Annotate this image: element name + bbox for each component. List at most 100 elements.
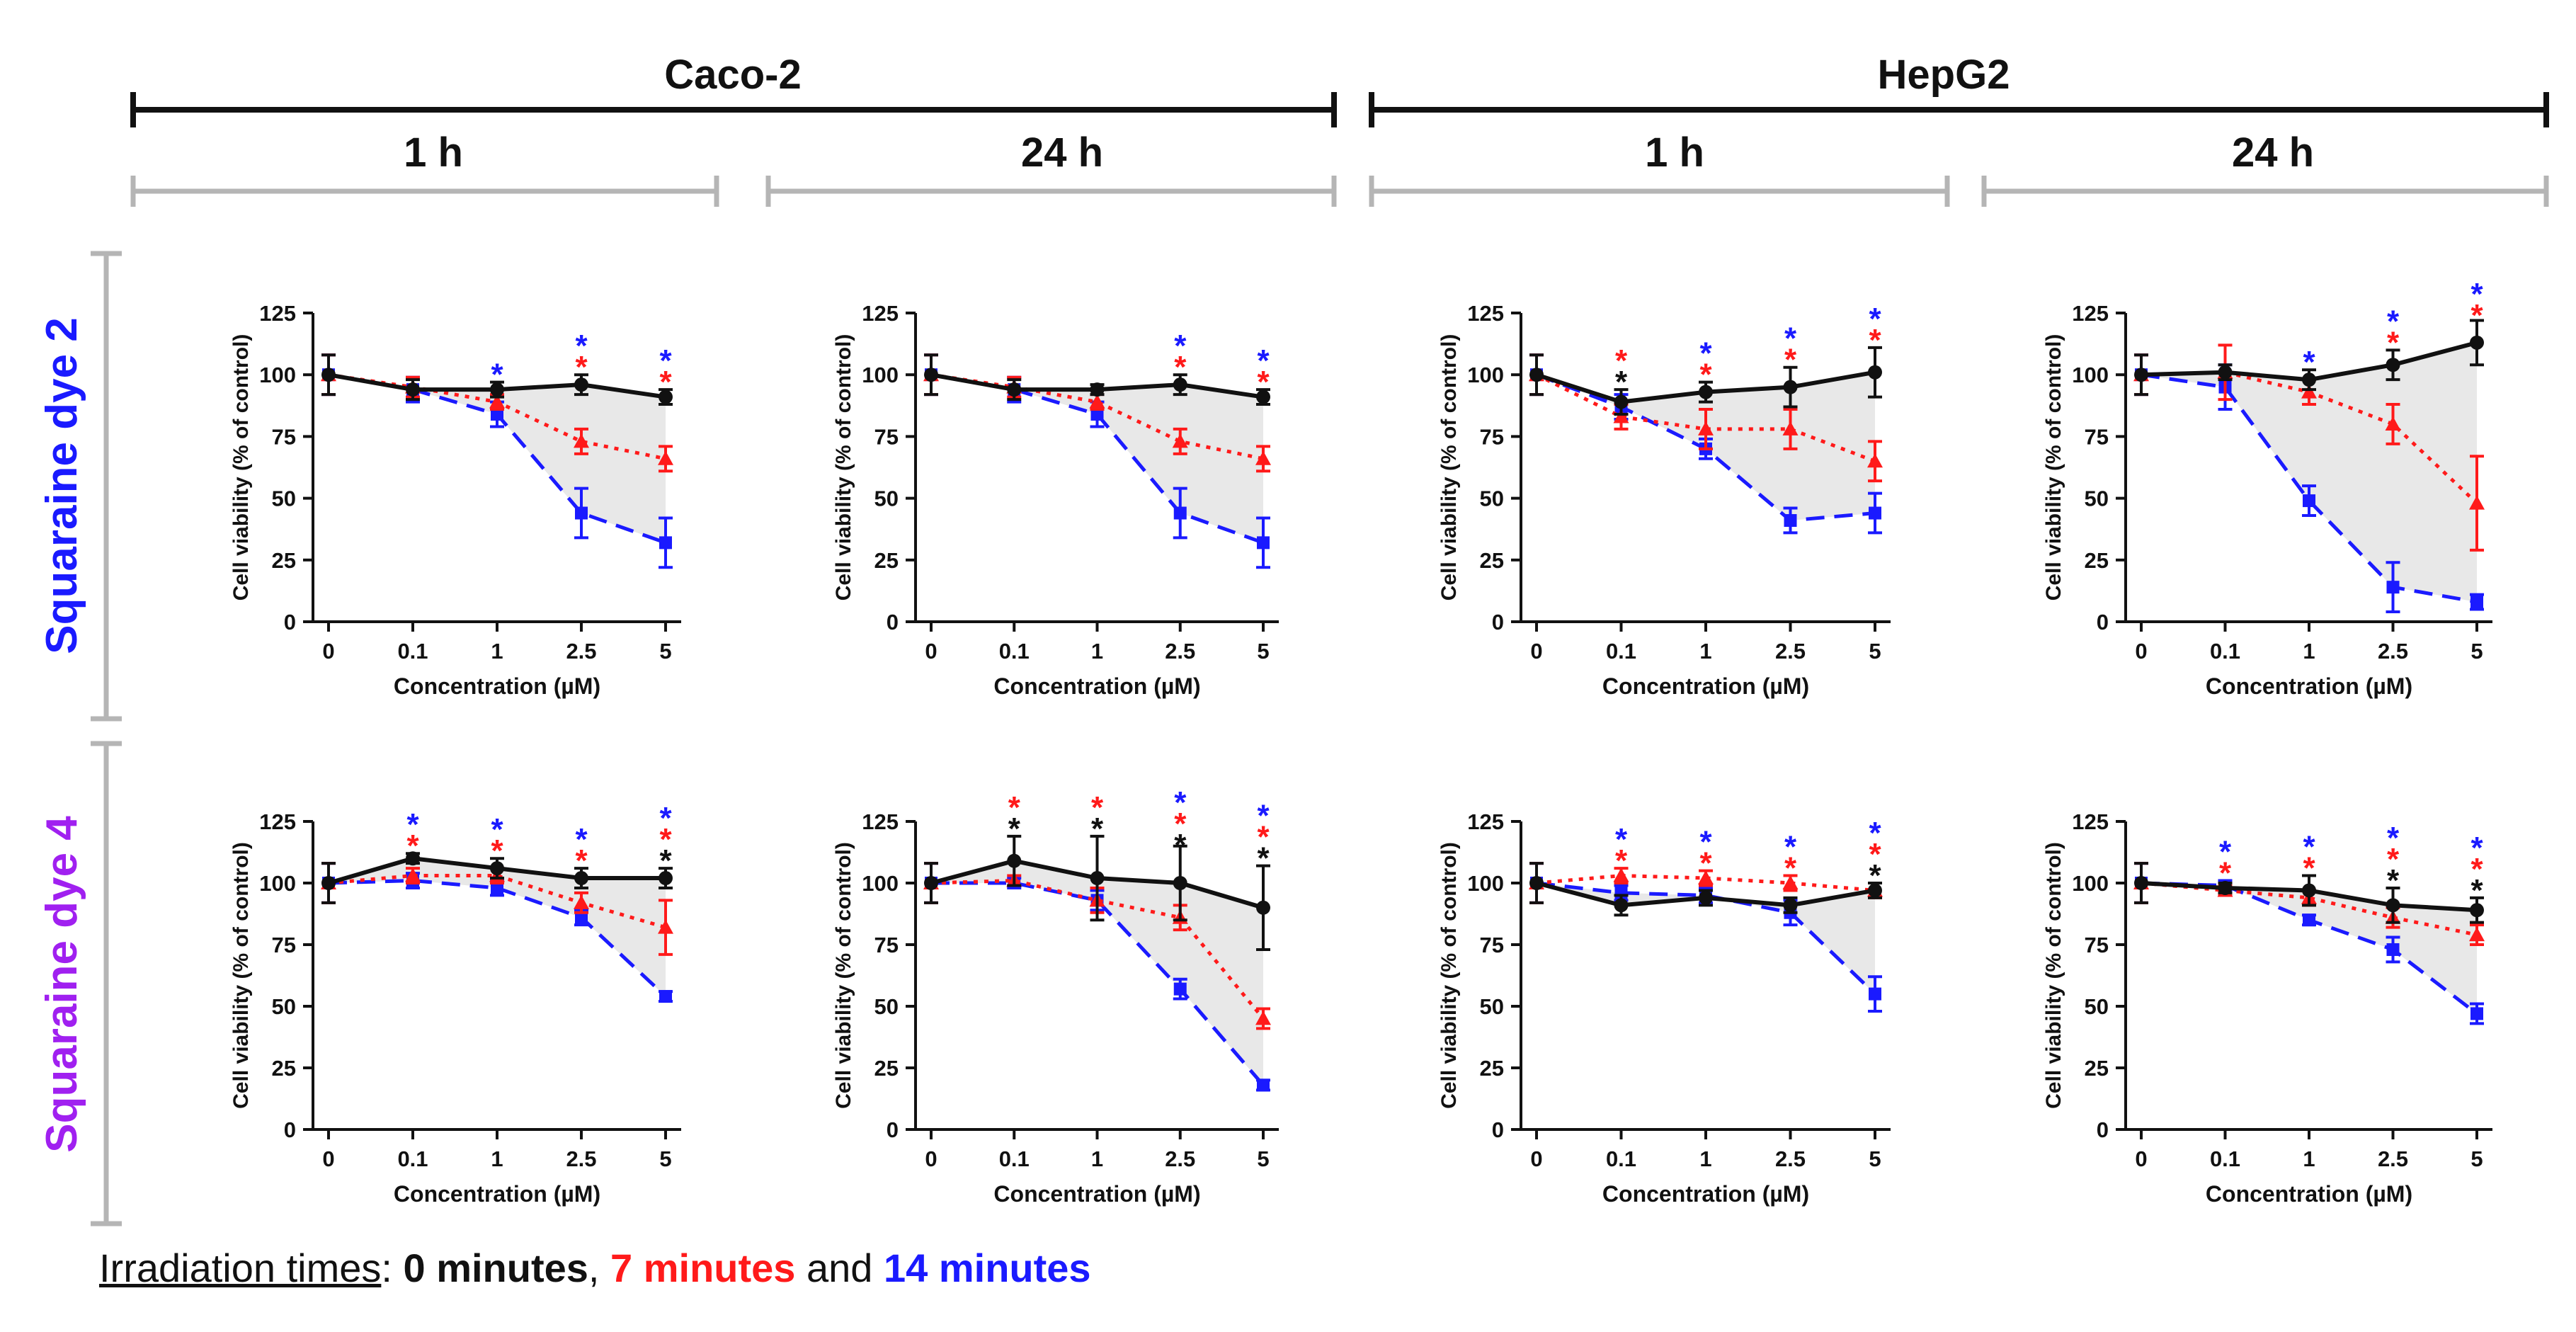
data-point [2469,495,2485,510]
y-tick-label: 50 [1480,994,1504,1019]
significance-star: * [659,343,672,378]
legend-comma: , [588,1246,600,1290]
data-point [1698,870,1714,885]
data-point [321,876,336,890]
data-point [2386,358,2400,372]
data-point [1699,385,1713,399]
data-point [2218,880,2233,895]
series-line [328,874,666,930]
x-tick-label: 0.1 [397,1146,428,1171]
y-tick-label: 100 [862,871,899,896]
x-axis-label: Concentration (µM) [993,673,1200,699]
data-point [406,382,420,397]
chart-panel-4: 0 25 50 75 100 125 0 0.1 1 2.5 5 Concentration (µM)… [2042,277,2492,699]
legend-7-minutes: 7 minutes [610,1246,796,1290]
significance-star: * [2303,345,2315,380]
x-tick-label: 0.1 [999,639,1030,664]
data-point [1613,409,1629,423]
significance-star: * [1784,830,1797,865]
legend-14-minutes: 14 minutes [884,1246,1091,1290]
significance-star: * [659,822,672,857]
x-tick-label: 2.5 [2378,1146,2408,1171]
data-point [1089,394,1105,409]
row-label-dye4: Squaraine dye 4 [38,816,86,1153]
data-point [2470,335,2484,350]
x-tick-label: 5 [1257,639,1269,664]
significance-star: * [575,822,588,857]
x-tick-label: 1 [2303,1146,2315,1171]
series-line [1536,874,1876,892]
data-point [491,881,503,894]
significance-star: * [2387,842,2400,877]
data-point [1869,506,1881,520]
x-tick-label: 1 [1091,639,1103,664]
y-tick-label: 125 [259,809,296,834]
data-point [1090,871,1105,886]
series-line [2141,372,2478,604]
y-tick-label: 75 [272,933,296,957]
data-point [659,990,672,1003]
row-label-dye2: Squaraine dye 2 [38,317,86,654]
data-point [2386,898,2400,913]
data-point [924,876,938,890]
x-tick-label: 0 [925,639,937,664]
data-point [1255,1011,1271,1025]
y-tick-label: 50 [874,486,899,511]
data-point [2302,372,2316,387]
x-tick-label: 0 [925,1146,937,1171]
y-axis-label: Cell viability (% of control) [229,334,253,601]
y-tick-label: 100 [1467,363,1504,387]
data-point [1867,453,1883,468]
column-headers: Caco-2 HepG2 1 h 24 h 1 h 24 h [130,52,2549,207]
data-point [2386,943,2400,956]
x-tick-label: 0 [322,1146,334,1171]
chart-panel-1: 0 25 50 75 100 125 0 0.1 1 2.5 5 Concentration (µM)… [229,301,681,699]
significance-star: * [1257,820,1270,855]
y-tick-label: 50 [272,994,296,1019]
significance-star: * [1869,302,1881,336]
data-point [575,506,588,520]
x-tick-label: 0 [322,639,334,664]
data-point [2301,384,2317,399]
x-tick-label: 2.5 [1165,1146,1195,1171]
series-0-minutes [924,834,1270,951]
data-point [1699,890,1713,905]
y-tick-label: 125 [259,301,296,326]
significance-star: * [1784,321,1797,356]
data-point [1257,536,1270,550]
data-point [1782,875,1799,889]
significance-star: * [1869,858,1881,893]
x-axis-label: Concentration (µM) [1602,1181,1809,1207]
significance-star: * [2387,325,2400,360]
row-bracket-dye4 [91,741,122,1226]
series-line [930,879,1265,1020]
y-tick-label: 50 [2085,994,2109,1019]
y-tick-label: 100 [1467,871,1504,896]
y-tick-label: 0 [1492,1117,1504,1142]
data-point [1868,365,1882,380]
data-point [321,368,336,382]
data-point [1256,900,1270,915]
data-point [491,408,503,421]
significance-star: * [1869,323,1881,358]
data-point [490,382,504,397]
y-tick-label: 50 [272,486,296,511]
significance-star: * [1091,812,1104,846]
series-line [1536,881,1876,996]
x-axis-label: Concentration (µM) [2206,673,2412,699]
y-tick-label: 100 [2072,871,2109,896]
significance-star: * [1174,828,1187,863]
chart-panel-5: 0 25 50 75 100 125 0 0.1 1 2.5 5 Concentration (µM)… [229,801,681,1207]
significance-star: * [1257,841,1270,876]
significance-star: * [2303,830,2315,865]
significance-star: * [1869,837,1881,872]
data-point [1783,898,1798,913]
y-tick-label: 125 [2072,809,2109,834]
significance-star: * [2470,852,2483,887]
y-tick-label: 0 [2097,610,2109,634]
x-tick-label: 5 [2470,639,2483,664]
y-tick-label: 25 [272,548,296,573]
x-tick-label: 2.5 [566,1146,596,1171]
significance-star: * [491,812,503,847]
